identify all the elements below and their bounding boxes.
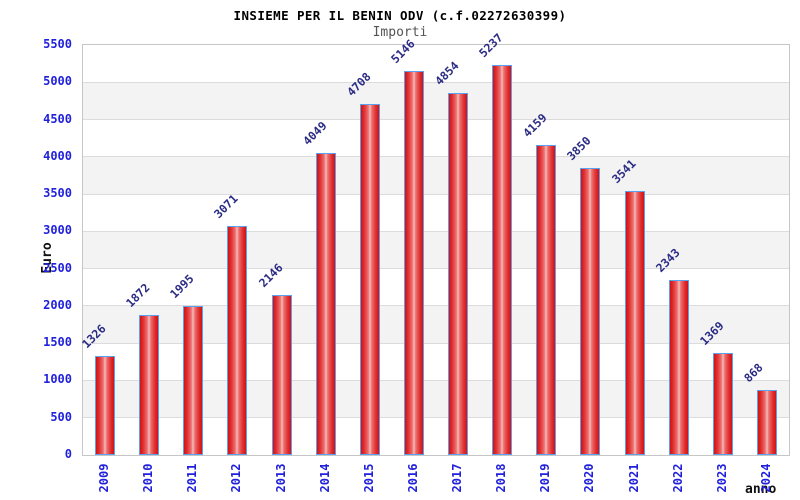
- bar: [668, 280, 689, 455]
- x-tick-label: 2018: [494, 463, 509, 493]
- gridline: [83, 119, 789, 121]
- x-tick-label: 2013: [273, 463, 288, 493]
- bar: [95, 356, 116, 455]
- bar: [139, 315, 160, 455]
- y-tick-label: 0: [64, 447, 72, 461]
- x-tick-label: 2023: [714, 463, 729, 493]
- gridline: [83, 230, 789, 232]
- gridline: [83, 268, 789, 270]
- bar: [183, 306, 204, 455]
- chart-title: INSIEME PER IL BENIN ODV (c.f.0227263039…: [233, 8, 567, 23]
- gridline: [83, 305, 789, 307]
- x-tick-label: 2015: [361, 463, 376, 493]
- gridline: [83, 156, 789, 158]
- bar: [448, 93, 469, 455]
- x-tick-label: 2017: [450, 463, 465, 493]
- y-tick-label: 500: [50, 409, 72, 424]
- x-tick-label: 2011: [185, 463, 200, 493]
- plot-band: [83, 231, 789, 269]
- x-tick-label: 2019: [538, 463, 553, 493]
- bar: [271, 295, 292, 455]
- chart-subtitle: Importi: [372, 25, 428, 40]
- x-tick-label: 2024: [758, 463, 773, 493]
- y-tick-label: 5500: [43, 37, 72, 51]
- x-tick-label: 2009: [97, 463, 112, 493]
- plot-band: [83, 45, 789, 83]
- x-tick-label: 2012: [229, 463, 244, 493]
- bar: [359, 104, 380, 455]
- y-tick-label: 2000: [43, 297, 72, 312]
- bar: [756, 390, 777, 455]
- y-tick-label: 1000: [43, 372, 72, 387]
- y-tick-label: 3500: [43, 186, 72, 201]
- bar: [403, 71, 424, 455]
- gridline: [83, 81, 789, 83]
- bar: [227, 226, 248, 455]
- plot-band: [83, 194, 789, 232]
- gridline: [83, 193, 789, 195]
- plot-band: [83, 119, 789, 157]
- bar: [580, 168, 601, 455]
- bar: [624, 191, 645, 455]
- gridline: [83, 417, 789, 419]
- y-tick-label: 3000: [43, 223, 72, 238]
- y-tick-label: 4500: [43, 111, 72, 126]
- x-tick-label: 2020: [582, 463, 597, 493]
- y-tick-label: 1500: [43, 335, 72, 350]
- y-tick-label: 2500: [43, 260, 72, 275]
- gridline: [83, 342, 789, 344]
- y-tick-label: 5000: [43, 74, 72, 89]
- x-tick-label: 2016: [405, 463, 420, 493]
- plot-area: 1326 1872 1995 3071 2146 4049 4708 5146 4854 5237…: [79, 30, 790, 456]
- y-tick-label: 4000: [43, 148, 72, 163]
- x-tick-label: 2022: [670, 463, 685, 493]
- bar: [315, 153, 336, 455]
- x-tick-label: 2010: [141, 463, 156, 493]
- bar: [712, 352, 733, 455]
- x-axis-title: anno: [745, 482, 777, 497]
- bar: [492, 64, 513, 455]
- gridline: [83, 379, 789, 381]
- x-tick-label: 2021: [626, 463, 641, 493]
- bar: [536, 144, 557, 455]
- plot-band: [83, 82, 789, 120]
- x-tick-label: 2014: [317, 463, 332, 493]
- plot-band: [83, 156, 789, 195]
